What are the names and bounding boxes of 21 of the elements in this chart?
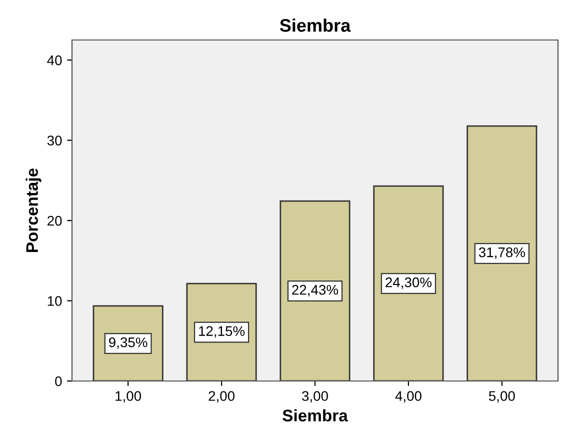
bar — [373, 185, 444, 381]
data-label: 24,30% — [386, 277, 432, 289]
y-axis-title: Porcentaje — [26, 168, 42, 252]
y-tick-label: 40 — [47, 55, 62, 66]
y-tick-label: 30 — [47, 136, 62, 146]
x-tick-label: 2,00 — [208, 391, 235, 403]
y-tick-label: 10 — [48, 296, 62, 306]
x-tick-label: 4,00 — [395, 391, 422, 403]
bar — [280, 200, 350, 381]
y-tick-label: 0 — [55, 376, 62, 386]
bar — [466, 125, 538, 381]
data-label: 31,78% — [478, 247, 525, 259]
data-label: 22,43% — [292, 284, 338, 296]
x-tick-label: 3,00 — [302, 391, 328, 403]
data-label: 12,15% — [199, 326, 245, 338]
x-axis-title: Siembra — [282, 409, 348, 422]
x-tick-label: 1,00 — [116, 391, 142, 403]
data-label: 9,35% — [109, 337, 148, 349]
chart-title: Siembra — [280, 18, 351, 32]
x-tick-label: 5,00 — [488, 391, 515, 403]
y-tick-label: 20 — [48, 216, 62, 226]
